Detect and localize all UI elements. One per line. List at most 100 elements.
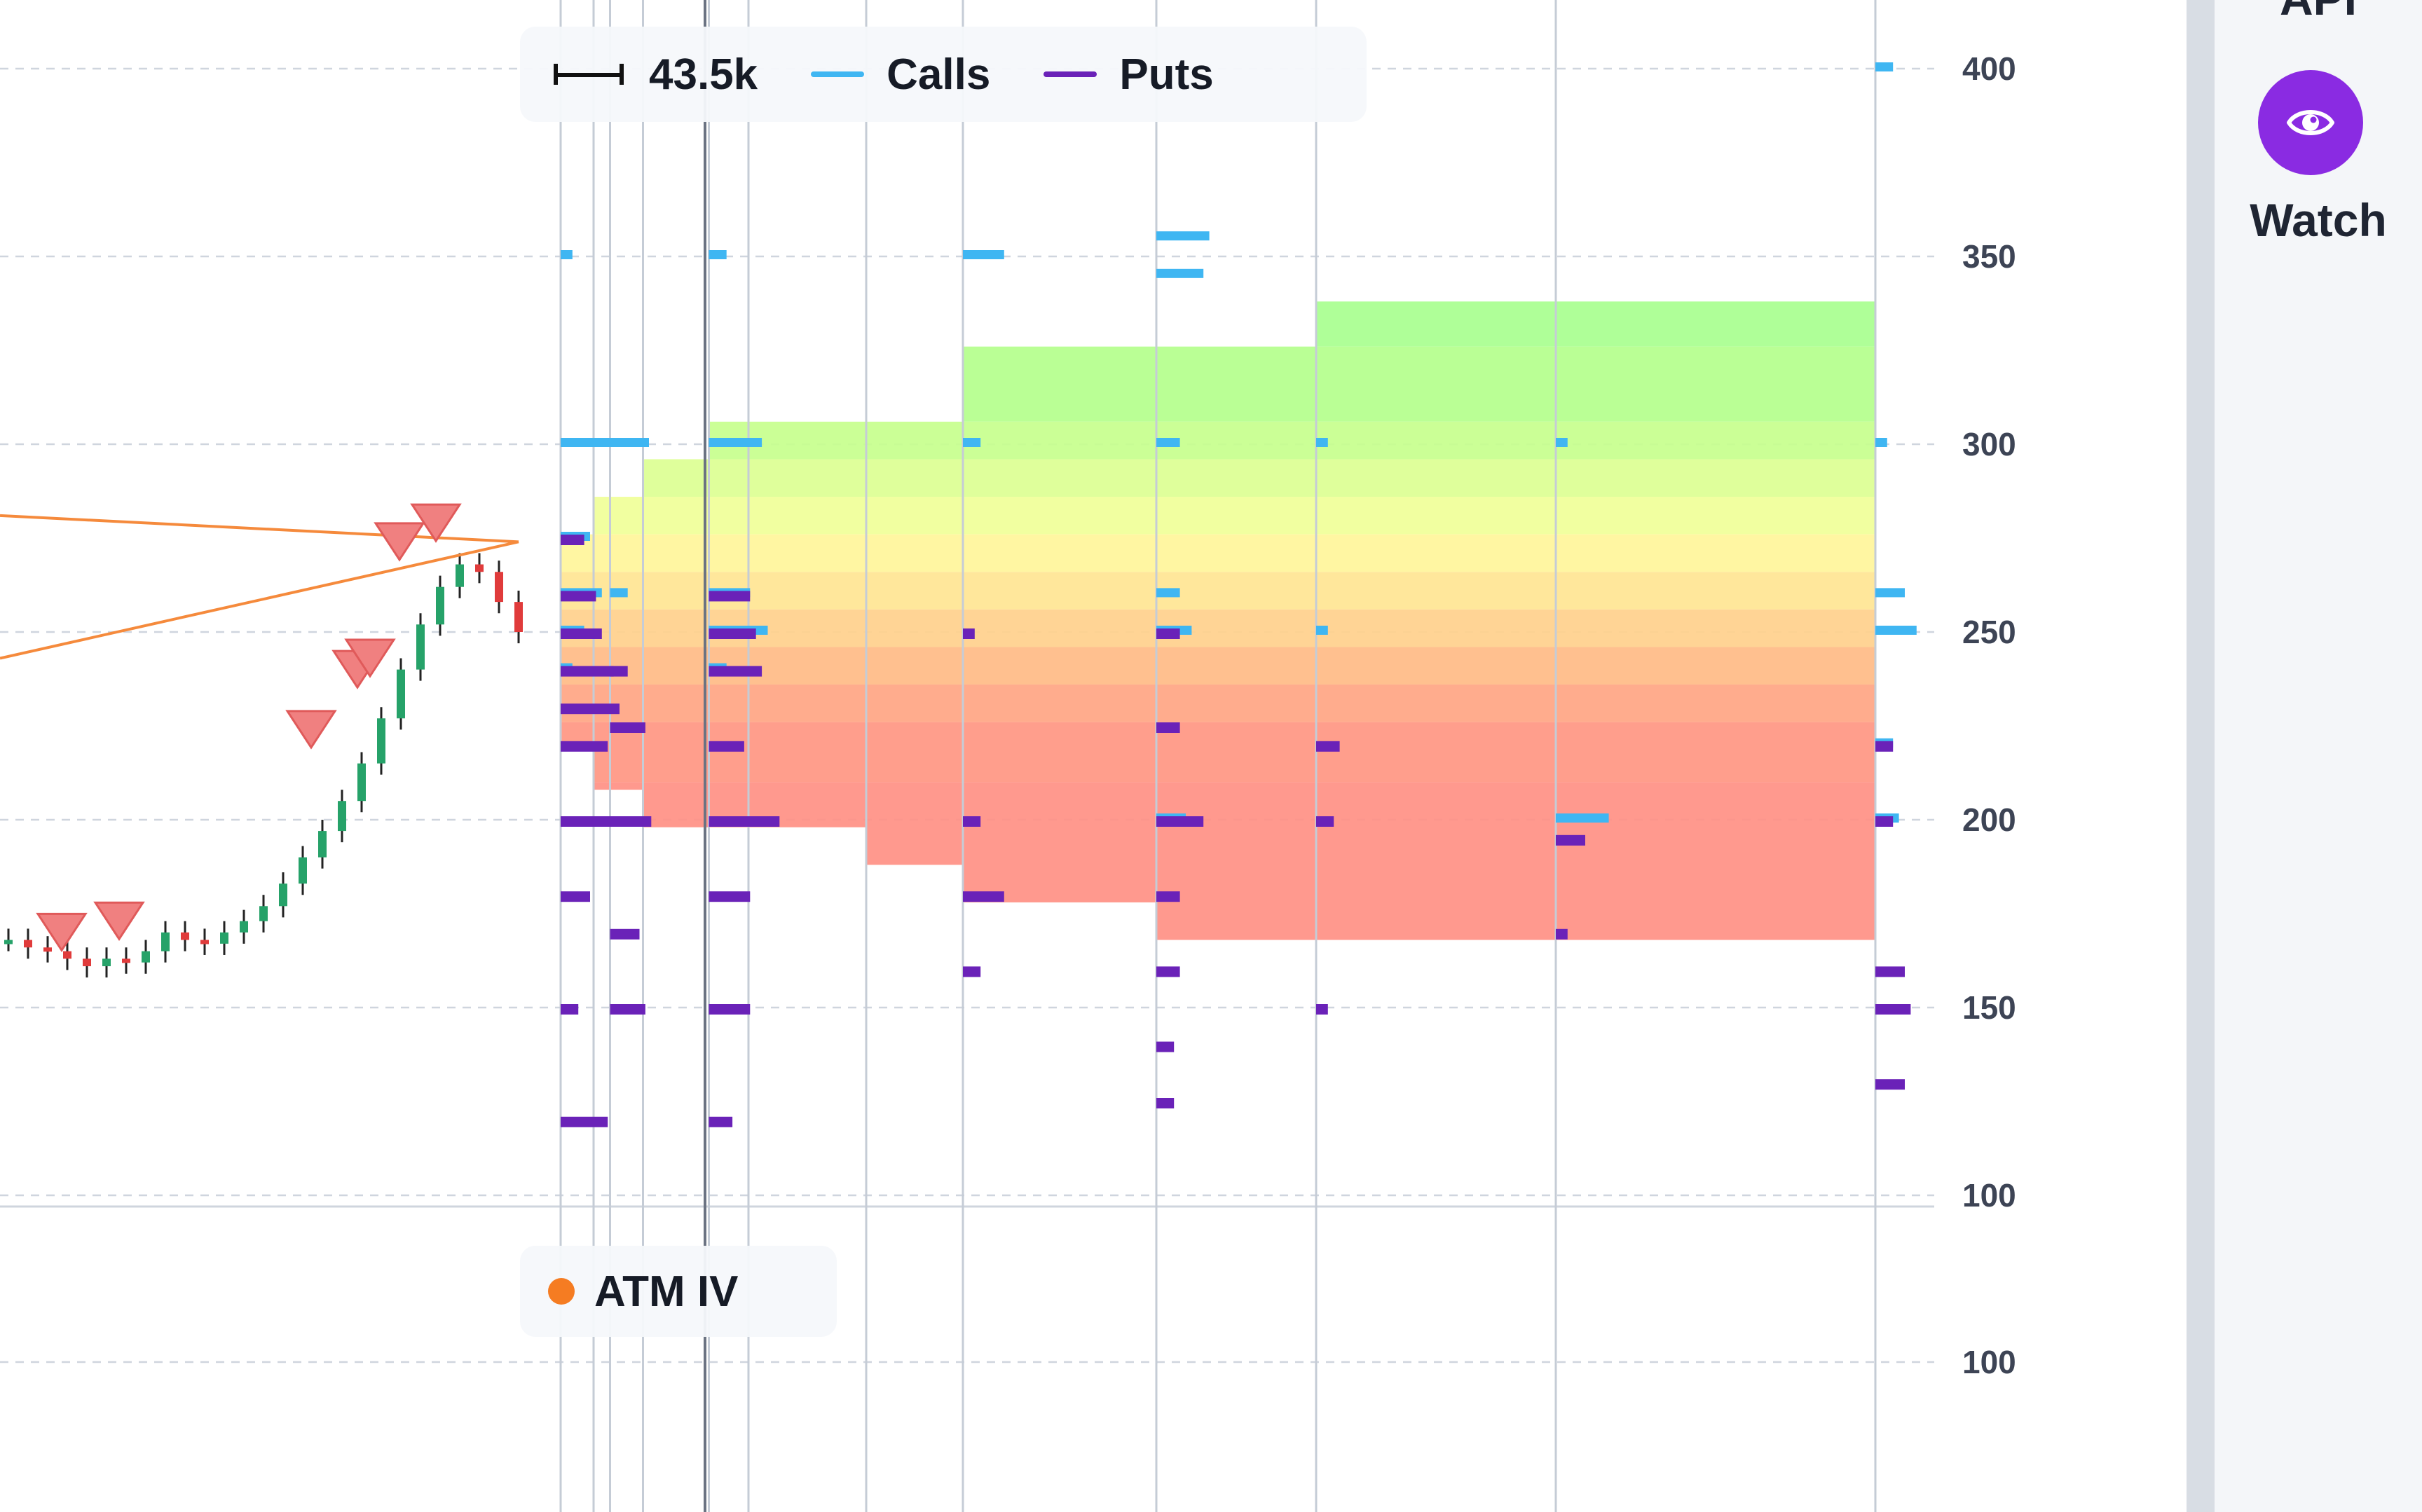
- put-oi-bar: [1156, 628, 1180, 639]
- projected-range-cell: [866, 722, 963, 783]
- legend-width-value: 43.5k: [649, 50, 758, 99]
- put-oi-bar: [963, 628, 975, 639]
- projected-range-cell: [1556, 647, 1875, 685]
- y-tick-label: 350: [1962, 238, 2016, 275]
- put-oi-bar: [709, 1116, 733, 1127]
- projected-range-cell: [594, 647, 643, 685]
- price-candle: [299, 857, 307, 884]
- projected-range-cell: [1316, 346, 1556, 422]
- price-candle: [318, 831, 327, 858]
- y-tick-label: 250: [1962, 614, 2016, 650]
- projected-range-cell: [643, 497, 709, 535]
- projected-range-cell: [1556, 722, 1875, 783]
- put-oi-bar: [963, 891, 1004, 902]
- sell-signal-marker: [410, 503, 462, 543]
- projected-range-cell: [1316, 459, 1556, 497]
- call-oi-bar: [1316, 438, 1328, 447]
- projected-range-cell: [866, 685, 963, 722]
- call-oi-bar: [709, 438, 762, 447]
- legend-puts[interactable]: Puts: [1119, 50, 1214, 99]
- price-candle: [142, 951, 150, 963]
- price-candle: [279, 884, 287, 907]
- atm-iv-dot: [548, 1278, 575, 1305]
- put-oi-bar: [1875, 1079, 1905, 1090]
- width-bracket-icon: [554, 64, 624, 85]
- price-candle: [495, 572, 503, 603]
- projected-range-cell: [963, 497, 1156, 535]
- projected-range-cell: [866, 534, 963, 572]
- put-oi-bar: [1156, 891, 1180, 902]
- call-oi-bar: [1156, 438, 1180, 447]
- legend-calls[interactable]: Calls: [887, 50, 991, 99]
- projected-range-cell: [1556, 685, 1875, 722]
- projected-range-cell: [643, 647, 709, 685]
- watch-button[interactable]: [2258, 70, 2363, 175]
- price-candle: [220, 932, 228, 944]
- put-oi-bar: [709, 628, 756, 639]
- projected-range-cell: [1316, 609, 1556, 647]
- atm-iv-legend: ATM IV: [520, 1246, 837, 1337]
- legend-atm-iv[interactable]: ATM IV: [594, 1267, 739, 1316]
- projected-range-cell: [594, 609, 643, 647]
- projected-range-cell: [1156, 722, 1316, 783]
- projected-range-cell: [1156, 572, 1316, 610]
- put-oi-bar: [561, 535, 584, 545]
- put-oi-bar: [561, 703, 620, 715]
- projected-range-cell: [1556, 609, 1875, 647]
- price-candle: [514, 602, 523, 632]
- projected-range-cell: [963, 346, 1156, 422]
- put-oi-bar: [561, 1004, 579, 1015]
- price-candle: [161, 932, 170, 951]
- call-oi-bar: [1875, 438, 1887, 447]
- watch-label: Watch: [2250, 194, 2387, 246]
- projected-range-cell: [643, 459, 709, 497]
- projected-range-cell: [1316, 301, 1556, 347]
- price-candle: [24, 940, 32, 948]
- put-oi-bar: [561, 591, 596, 602]
- put-oi-bar: [1316, 816, 1334, 827]
- price-candle: [181, 932, 189, 940]
- projected-range-cell: [866, 782, 963, 865]
- projected-range-cell: [643, 722, 709, 783]
- call-oi-bar: [561, 250, 573, 259]
- put-oi-bar: [709, 741, 744, 752]
- projected-range-cell: [1156, 534, 1316, 572]
- price-candle: [475, 564, 484, 572]
- put-oi-bar: [610, 666, 628, 677]
- eye-icon: [2287, 110, 2334, 135]
- price-candle: [83, 958, 91, 967]
- call-oi-bar: [1156, 268, 1204, 278]
- price-candle: [397, 669, 405, 719]
- support-trendline: [0, 540, 519, 660]
- put-oi-bar: [1156, 1098, 1175, 1108]
- chart-area[interactable]: 400 350 300 250 200 150 100 100 43.5k Ca…: [0, 0, 2187, 1512]
- put-oi-bar: [561, 816, 626, 827]
- projected-range-cell: [594, 782, 643, 790]
- projected-range-cell: [1316, 782, 1556, 940]
- put-oi-bar: [963, 816, 981, 827]
- projected-range-cell: [866, 459, 963, 497]
- projected-range-cell: [643, 534, 709, 572]
- put-oi-bar: [1875, 816, 1894, 827]
- put-oi-bar: [1556, 834, 1585, 846]
- sidebar-scrollbar[interactable]: [2187, 0, 2215, 1512]
- price-chart-svg[interactable]: [0, 0, 2187, 1512]
- projected-range-cell: [1316, 572, 1556, 610]
- projected-range-cell: [561, 722, 594, 745]
- put-oi-bar: [561, 741, 608, 752]
- projected-range-cell: [1156, 497, 1316, 535]
- put-oi-bar: [709, 666, 762, 677]
- y-tick-label: 150: [1962, 989, 2016, 1026]
- projected-range-cell: [1556, 534, 1875, 572]
- projected-range-cell: [963, 685, 1156, 722]
- price-candle: [63, 951, 71, 959]
- put-oi-bar: [561, 1116, 608, 1127]
- put-oi-bar: [709, 816, 780, 827]
- puts-legend-swatch: [1044, 71, 1097, 77]
- projected-range-cell: [1556, 346, 1875, 422]
- sell-signal-marker: [93, 901, 145, 941]
- projected-range-cell: [1316, 685, 1556, 722]
- projected-range-cell: [643, 572, 709, 610]
- projected-range-cell: [1156, 459, 1316, 497]
- price-candle: [259, 906, 268, 921]
